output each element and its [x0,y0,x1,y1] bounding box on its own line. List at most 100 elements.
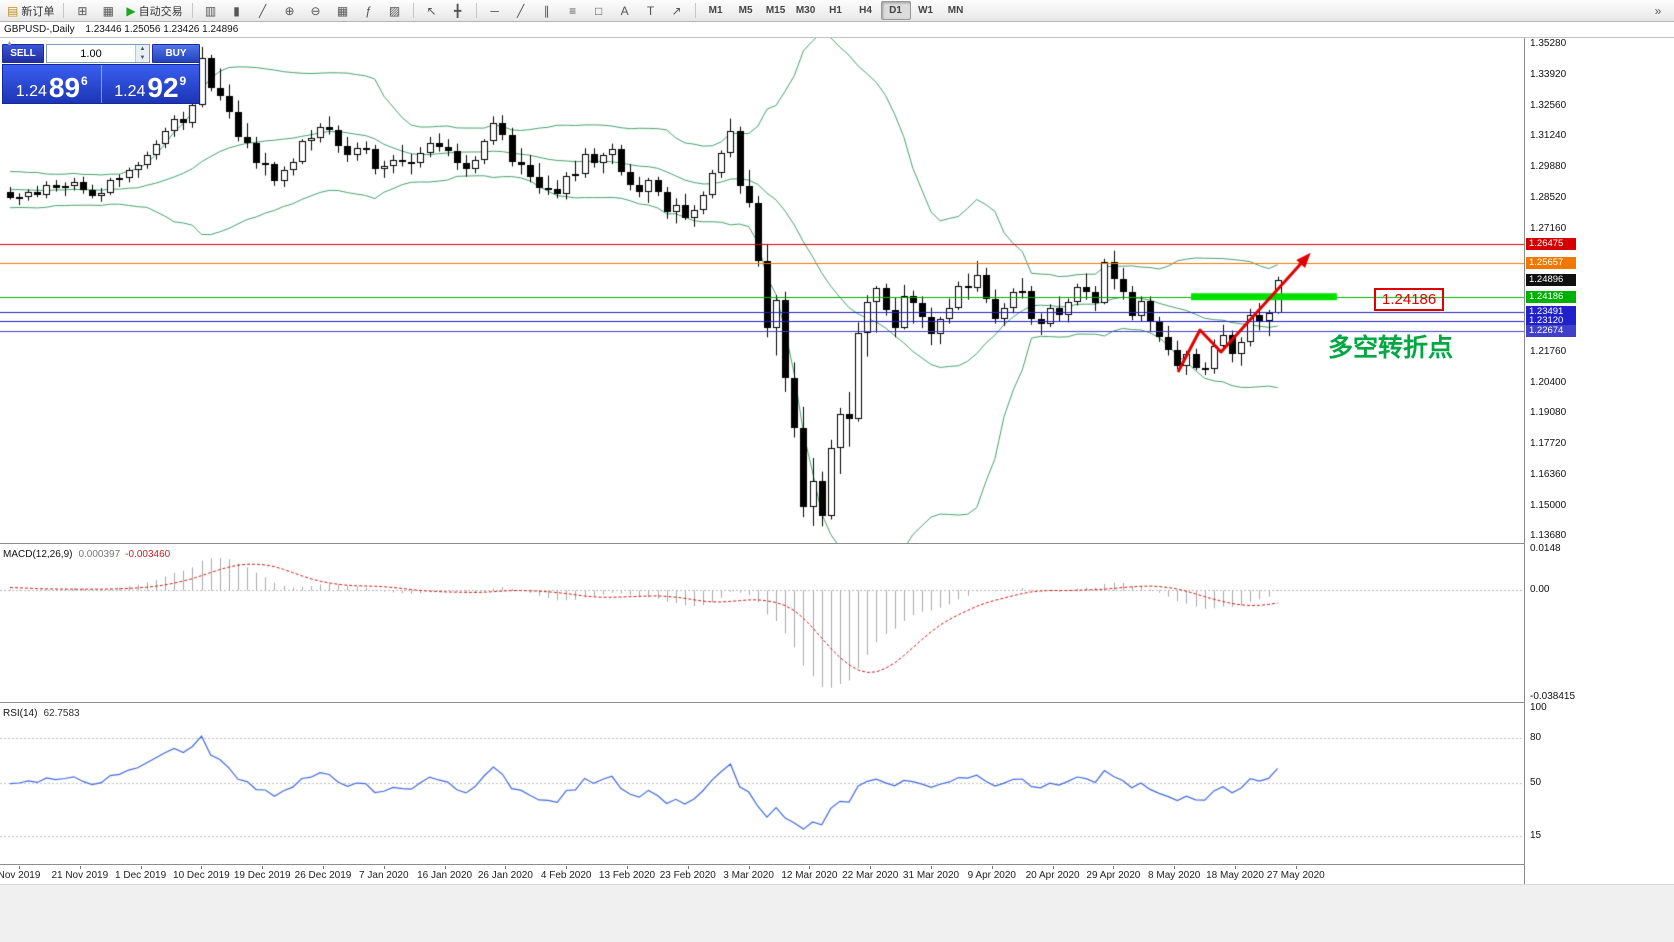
timeframe-button-d1[interactable]: D1 [880,1,911,20]
profiles-button[interactable]: ▦ [95,1,121,21]
panel-separator[interactable] [0,543,1674,544]
buy-price-display[interactable]: 1.24 92 9 [102,65,200,103]
templates-button[interactable]: ▨ [382,1,408,21]
toolbar-group-windows: ⊞ ▦ [69,1,121,21]
autotrade-button[interactable]: ▶ 自动交易 [122,1,186,21]
candlestick-chart-button[interactable]: ▮ [224,1,250,21]
zoom-out-button[interactable]: ⊖ [303,1,329,21]
timeframe-button-m15[interactable]: M15 [765,5,786,16]
time-tick-label: 26 Jan 2020 [477,870,533,881]
trendline-button[interactable]: ╱ [508,1,534,21]
price-scale[interactable]: 1.35280 1.33920 1.32560 1.31240 1.29880 1.285… [1524,38,1674,884]
timeframe-button-m5[interactable]: M5 [738,5,753,16]
candlestick-chart-icon: ▮ [233,3,240,18]
timeframe-button-m1[interactable]: M1 [708,5,723,16]
profiles-icon: ▦ [102,3,115,18]
price-callout-label[interactable]: 1.24186 [1374,288,1445,311]
zoom-in-icon: ⊕ [284,3,295,18]
line-chart-button[interactable]: ╱ [250,1,276,21]
new-order-button[interactable]: ▤ 新订单 [3,1,58,21]
new-chart-button[interactable]: ⊞ [69,1,95,21]
toolbar-separator [412,3,414,18]
time-tick-label: 31 Mar 2020 [902,870,960,881]
time-tick-label: 1 Dec 2019 [115,870,167,881]
templates-icon: ▨ [388,3,401,18]
time-scale[interactable]: Nov 2019 21 Nov 2019 1 Dec 2019 10 Dec 2019… [0,866,1524,883]
shapes-icon: □ [594,3,603,18]
timeframe-button-h1[interactable]: H1 [829,5,842,16]
fibonacci-button[interactable]: ≡ [560,1,586,21]
volume-input[interactable]: 1.00 [80,47,102,60]
macd-panel-canvas[interactable] [0,545,1524,702]
tile-windows-button[interactable]: ▦ [330,1,356,21]
time-tick [505,866,507,869]
turning-point-note[interactable]: 多空转折点 [1328,334,1454,362]
new-order-icon: ▤ [7,3,19,18]
macd-signal-value: -0.003460 [125,549,171,560]
main-chart-canvas[interactable] [0,38,1524,543]
volume-spinner: ▲ ▼ [135,45,149,62]
timeframe-button-m30[interactable]: M30 [795,5,816,16]
indicators-button[interactable]: ƒ [356,1,382,21]
channel-button[interactable]: ∥ [534,1,560,21]
zoom-in-button[interactable]: ⊕ [277,1,303,21]
arrows-button[interactable]: ↗ [664,1,690,21]
sell-price-display[interactable]: 1.24 89 6 [3,65,102,103]
time-tick-label: 16 Jan 2020 [417,870,473,881]
toolbar-group-layout: ▦ ƒ ▨ [330,1,408,21]
cursor-icon: ↖ [426,3,437,18]
rsi-scale-label: 50 [1530,777,1542,788]
price-tick-label: 1.27160 [1530,222,1567,234]
timeframe-button-h4[interactable]: H4 [859,5,872,16]
macd-main-value: 0.000397 [78,549,121,560]
arrows-icon: ↗ [671,3,682,18]
volume-up-icon[interactable]: ▲ [136,45,149,54]
buy-button[interactable]: BUY [152,44,200,63]
price-level-badge: 1.25657 [1526,257,1576,270]
rsi-name: RSI(14) [3,708,38,719]
macd-scale-label: -0.038415 [1530,691,1576,702]
chart-ohlc-values: 1.23446 1.25056 1.23426 1.24896 [85,24,239,35]
shapes-button[interactable]: □ [586,1,612,21]
price-tick-label: 1.19080 [1530,406,1567,418]
rsi-pane-label: RSI(14) 62.7583 [3,708,80,719]
price-level-badge: 1.26475 [1526,238,1576,251]
sell-button[interactable]: SELL [2,44,44,63]
volume-control[interactable]: 1.00 ▲ ▼ [46,44,150,63]
toolbar-group-cursor: ↖ ╋ [419,1,471,21]
crosshair-button[interactable]: ╋ [445,1,471,21]
time-tick [383,866,385,869]
rsi-panel-canvas[interactable] [0,704,1524,864]
price-tick-label: 1.31240 [1530,129,1567,141]
timeframe-button-w1[interactable]: W1 [918,5,934,16]
toolbar-overflow-button[interactable]: » [1645,1,1671,21]
cursor-button[interactable]: ↖ [419,1,445,21]
time-tick-label: 4 Feb 2020 [540,870,592,881]
sell-price-pips: 89 [48,72,81,104]
horizontal-line-button[interactable]: ─ [482,1,508,21]
timeframe-button-mn[interactable]: MN [947,5,964,16]
bar-chart-button[interactable]: ▥ [198,1,224,21]
panel-separator[interactable] [0,702,1674,703]
text-button[interactable]: A [612,1,638,21]
price-tick-label: 1.21760 [1530,345,1567,357]
time-tick [870,866,872,869]
one-click-trading-panel: ▲ SELL 1.00 ▲ ▼ BUY 1.24 89 6 1.24 92 9 [2,40,200,104]
label-icon: T [646,3,655,18]
time-tick [1113,866,1115,869]
macd-pane-label: MACD(12,26,9) 0.000397 -0.003460 [3,549,170,560]
indicators-icon: ƒ [365,3,372,18]
channel-icon: ∥ [543,3,550,18]
price-tick-label: 1.28520 [1530,191,1567,203]
time-tick-label: 20 Apr 2020 [1025,870,1080,881]
buy-price-point: 9 [179,74,187,88]
time-tick-label: 12 Mar 2020 [781,870,838,881]
label-button[interactable]: T [638,1,664,21]
volume-down-icon[interactable]: ▼ [136,53,149,62]
time-tick [627,866,628,869]
time-tick [444,866,446,869]
price-tick-label: 1.16360 [1530,468,1567,480]
trade-panel-collapse-icon[interactable]: ▲ [6,40,13,47]
line-chart-icon: ╱ [258,3,267,18]
